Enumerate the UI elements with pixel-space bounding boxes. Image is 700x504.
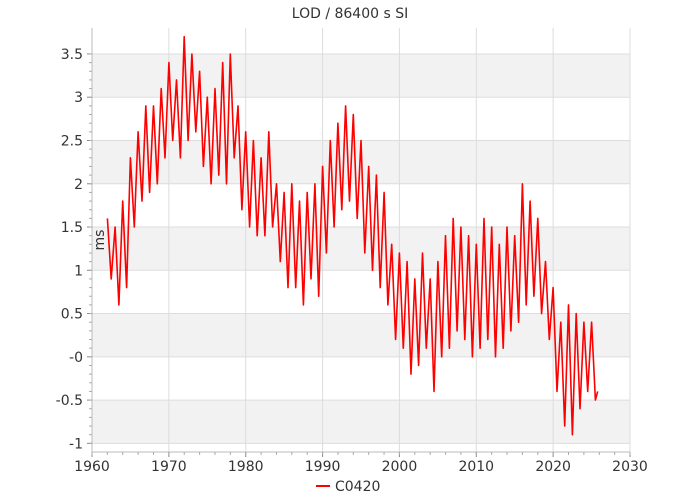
legend: C0420 bbox=[316, 479, 380, 495]
y-tick-label: 2.5 bbox=[61, 133, 83, 149]
background-band bbox=[92, 227, 630, 271]
x-tick-label: 2030 bbox=[612, 459, 648, 475]
x-tick-label: 2020 bbox=[535, 459, 571, 475]
series-line-C0420 bbox=[106, 35, 599, 436]
background-band bbox=[92, 53, 630, 98]
x-tick-label: 1970 bbox=[151, 459, 187, 475]
y-tick-label: 2 bbox=[74, 177, 83, 193]
y-tick-label: 0.5 bbox=[61, 307, 83, 323]
y-tick-label: 3.5 bbox=[61, 47, 83, 63]
x-tick-label: 1980 bbox=[228, 459, 264, 475]
y-tick-label: 1 bbox=[74, 263, 83, 279]
chart-title: LOD / 86400 s SI bbox=[292, 6, 408, 22]
x-tick-label: 2010 bbox=[458, 459, 494, 475]
y-tick-label: -0.5 bbox=[56, 393, 83, 409]
grid-lines bbox=[91, 28, 631, 452]
background-bands bbox=[92, 53, 630, 444]
y-tick-label: 1.5 bbox=[61, 220, 83, 236]
background-band bbox=[92, 400, 630, 444]
x-axis-ticks: 1960 1970 1980 1990 2000 2010 2020 2030 bbox=[74, 452, 648, 475]
legend-label: C0420 bbox=[335, 479, 380, 495]
x-tick-label: 1960 bbox=[74, 459, 110, 475]
series-layer bbox=[106, 35, 599, 436]
x-tick-label: 2000 bbox=[382, 459, 418, 475]
y-axis-ticks: -1 -0.5 -0 0.5 1 1.5 2 2.5 3 3.5 bbox=[56, 47, 92, 452]
y-tick-label: -0 bbox=[69, 350, 83, 366]
axes bbox=[91, 28, 630, 453]
x-tick-label: 1990 bbox=[305, 459, 341, 475]
background-band bbox=[92, 313, 630, 357]
y-tick-label: -1 bbox=[69, 436, 83, 452]
y-axis-label: ms bbox=[92, 230, 108, 251]
y-tick-label: 3 bbox=[74, 90, 83, 106]
